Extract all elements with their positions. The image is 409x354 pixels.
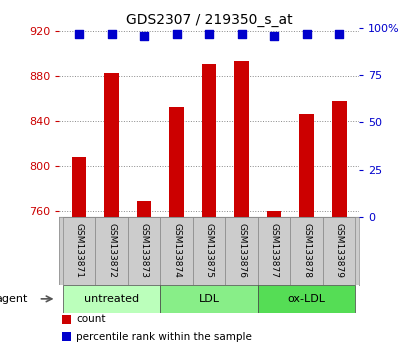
- Bar: [95, 217, 128, 285]
- Bar: [322, 217, 355, 285]
- Bar: [136, 201, 151, 217]
- Point: [270, 33, 277, 39]
- Bar: [160, 285, 257, 313]
- Bar: [257, 285, 355, 313]
- Bar: [331, 101, 346, 217]
- Title: GDS2307 / 219350_s_at: GDS2307 / 219350_s_at: [126, 13, 292, 27]
- Point: [335, 31, 342, 37]
- Bar: [201, 64, 216, 217]
- Bar: [225, 217, 257, 285]
- Text: GSM133874: GSM133874: [172, 223, 181, 278]
- Point: [76, 31, 82, 37]
- Point: [108, 31, 115, 37]
- Bar: [128, 217, 160, 285]
- Text: percentile rank within the sample: percentile rank within the sample: [76, 332, 251, 342]
- Bar: [169, 107, 184, 217]
- Bar: [234, 61, 248, 217]
- Point: [303, 31, 309, 37]
- Bar: [290, 217, 322, 285]
- Bar: [257, 217, 290, 285]
- Bar: [72, 157, 86, 217]
- Text: untreated: untreated: [84, 294, 139, 304]
- Text: count: count: [76, 314, 105, 324]
- Bar: [266, 211, 281, 217]
- Point: [140, 33, 147, 39]
- Bar: [299, 114, 313, 217]
- Text: GSM133872: GSM133872: [107, 223, 116, 278]
- Point: [173, 31, 180, 37]
- Bar: [63, 285, 160, 313]
- Text: GSM133871: GSM133871: [74, 223, 83, 278]
- Text: LDL: LDL: [198, 294, 219, 304]
- Point: [238, 31, 244, 37]
- Point: [205, 31, 212, 37]
- Text: GSM133879: GSM133879: [334, 223, 343, 278]
- Text: GSM133873: GSM133873: [139, 223, 148, 278]
- Bar: [192, 217, 225, 285]
- Bar: [160, 217, 192, 285]
- Text: ox-LDL: ox-LDL: [287, 294, 325, 304]
- Text: GSM133876: GSM133876: [236, 223, 245, 278]
- Bar: [62, 332, 71, 341]
- Text: GSM133878: GSM133878: [301, 223, 310, 278]
- Text: GSM133875: GSM133875: [204, 223, 213, 278]
- Bar: [62, 315, 71, 324]
- Text: agent: agent: [0, 294, 28, 304]
- Bar: [63, 217, 95, 285]
- Bar: [104, 73, 119, 217]
- Text: GSM133877: GSM133877: [269, 223, 278, 278]
